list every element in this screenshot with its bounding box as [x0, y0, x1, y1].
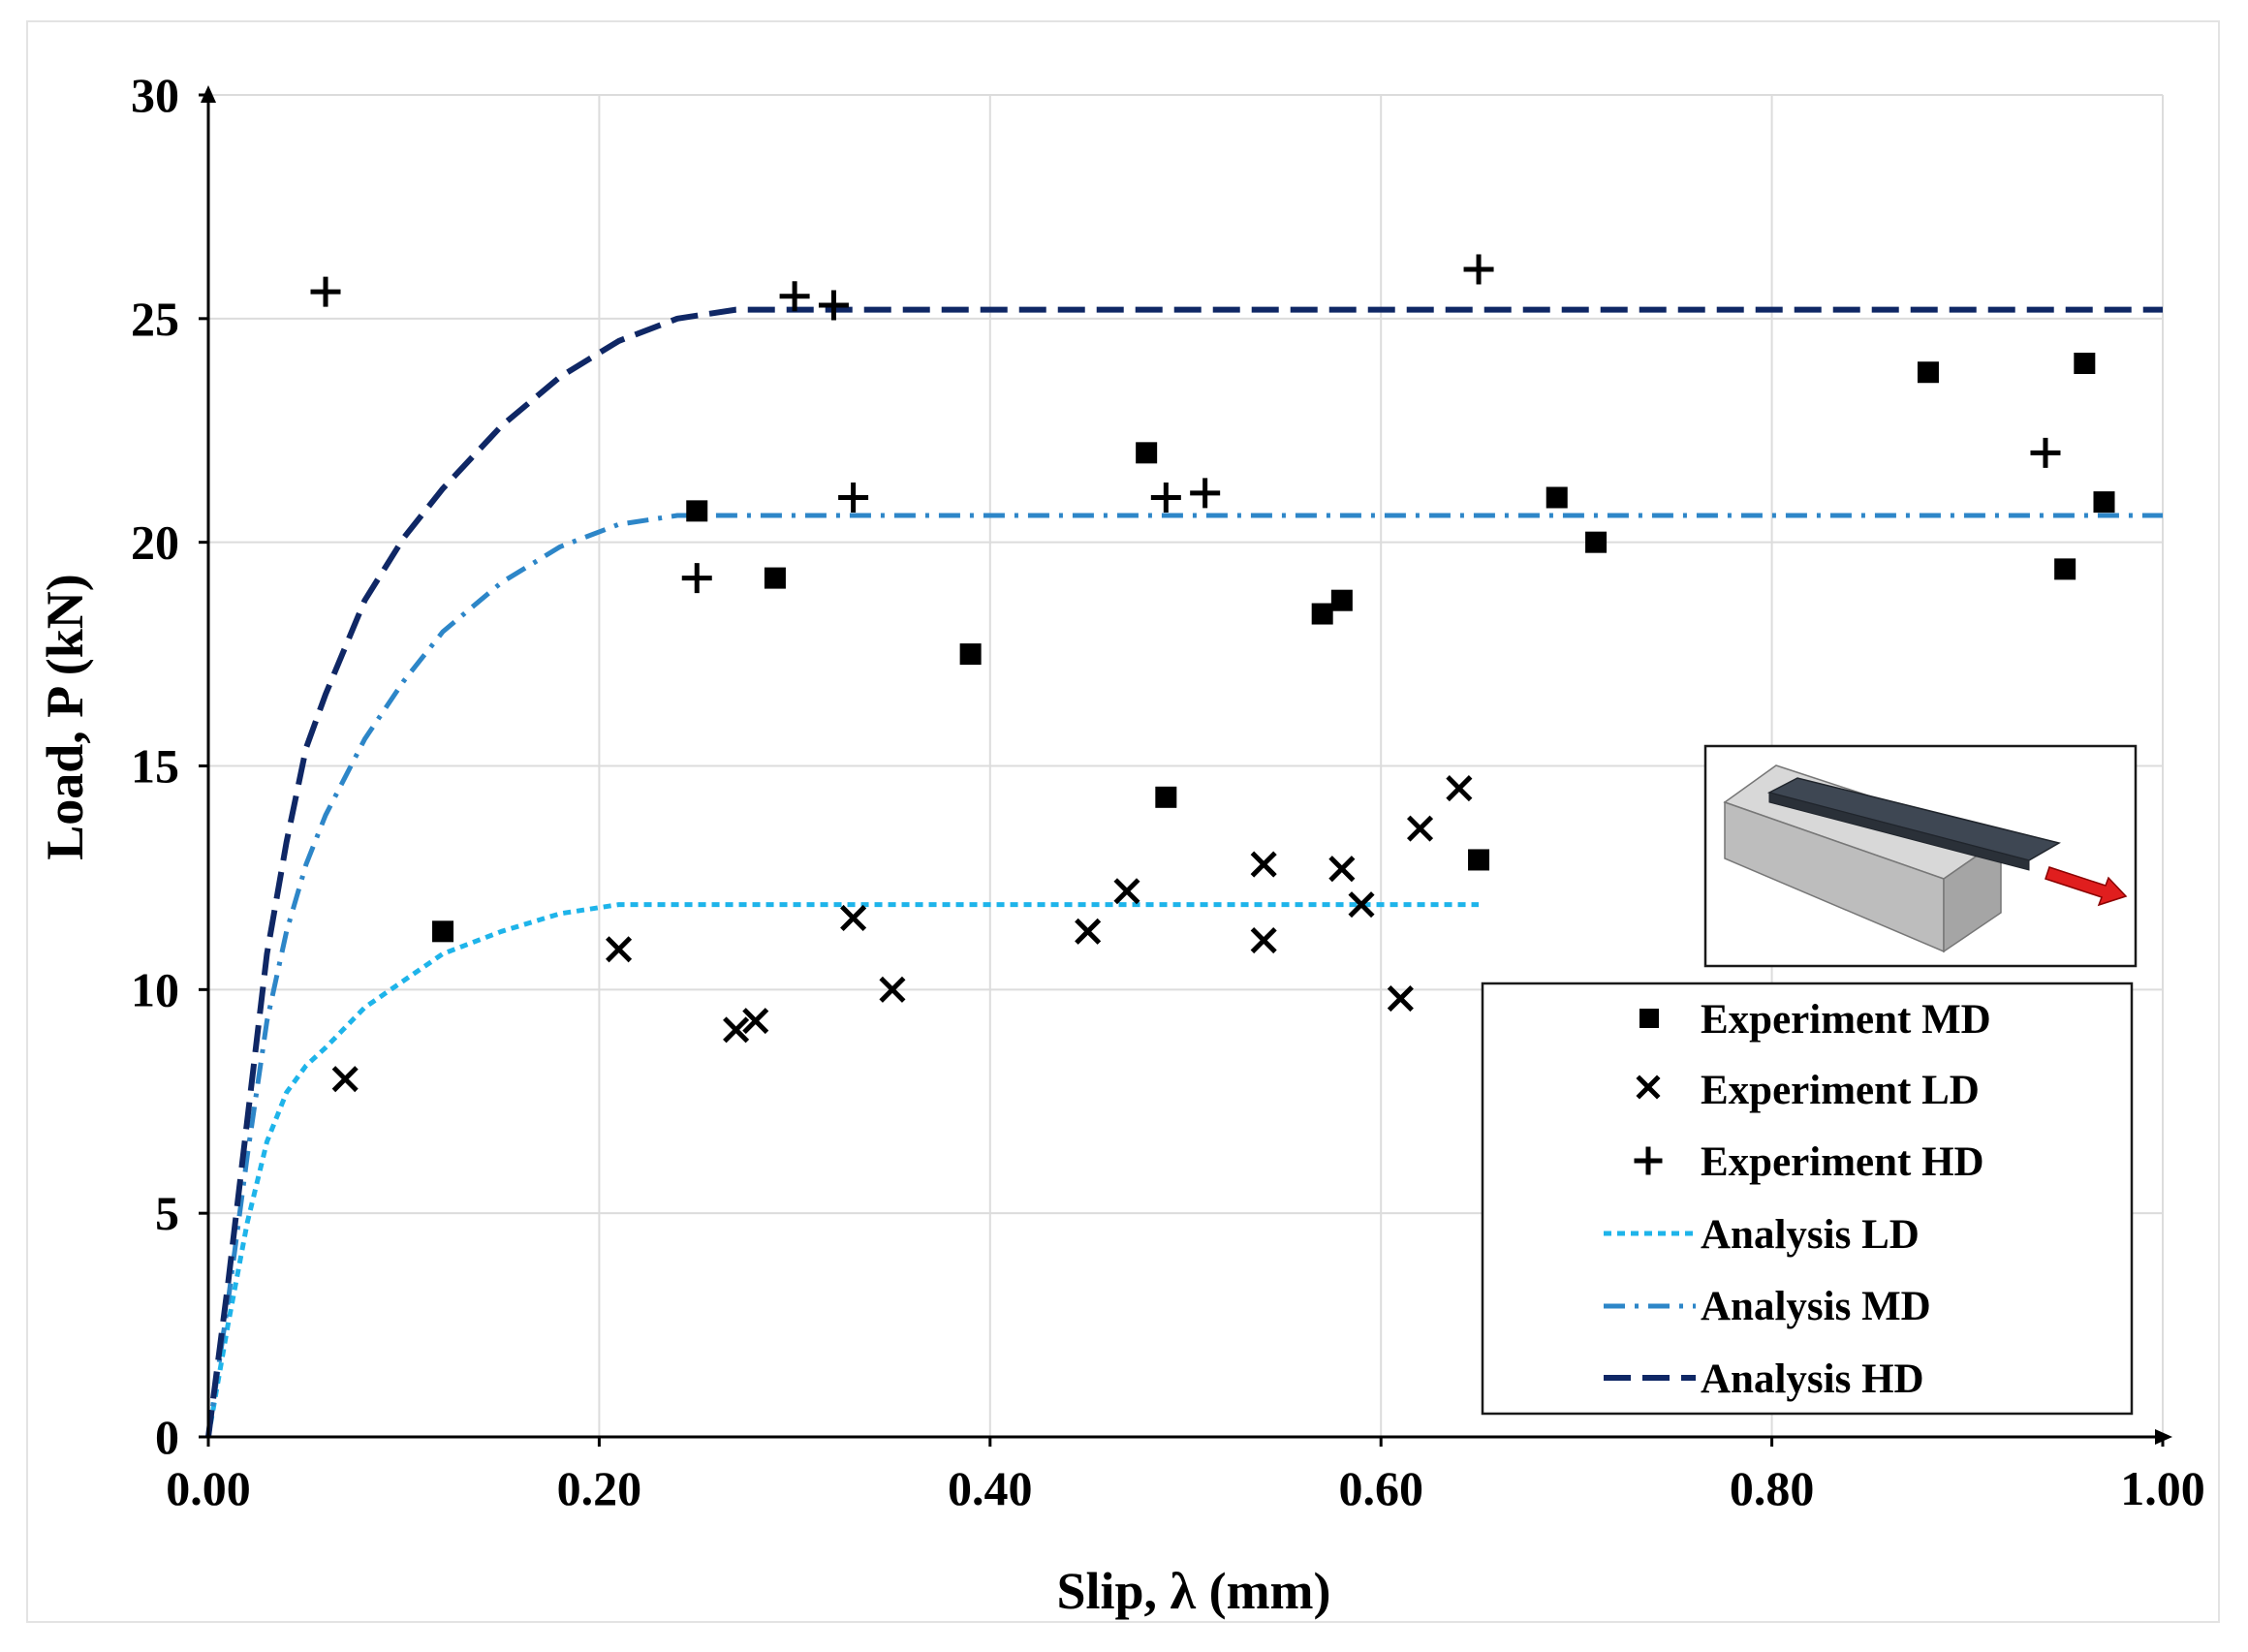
point-experiment-ld: [742, 1008, 769, 1035]
curve-analysis-ld: [205, 902, 1479, 1438]
y-tick-label: 20: [131, 515, 179, 570]
point-experiment-ld: [1407, 815, 1434, 842]
legend-frame: [1481, 982, 2134, 1416]
x-tick-label: 1.00: [2120, 1461, 2205, 1515]
series-layer: [205, 254, 2163, 1438]
point-experiment-ld: [723, 1016, 750, 1044]
x-tick-label: 0.60: [1338, 1461, 1423, 1515]
point-experiment-hd: [1463, 254, 1494, 285]
point-experiment-hd: [681, 563, 712, 594]
legend-label-analysis-md: Analysis MD: [1701, 1284, 1931, 1329]
curve-analysis-md: [205, 513, 2163, 1438]
legend-label-analysis-hd: Analysis HD: [1701, 1356, 1924, 1402]
point-experiment-md: [1330, 589, 1353, 611]
specimen-inset-illustration: [1703, 744, 2138, 968]
point-experiment-md: [764, 567, 786, 589]
legend-label-experiment-ld: Experiment LD: [1701, 1068, 1980, 1113]
point-experiment-ld: [1113, 878, 1140, 905]
curve-analysis-hd: [205, 306, 2163, 1438]
point-experiment-md: [432, 920, 454, 943]
point-experiment-ld: [331, 1066, 359, 1093]
point-experiment-ld: [606, 936, 633, 963]
point-experiment-md: [2074, 353, 2096, 374]
legend-label-analysis-ld: Analysis LD: [1701, 1212, 1920, 1258]
y-tick-label: 25: [131, 292, 179, 346]
y-tick-label: 5: [155, 1186, 179, 1240]
point-experiment-md: [1585, 531, 1608, 553]
point-experiment-md: [1546, 486, 1568, 509]
axes: 0.00 0.20 0.40 0.60 0.80 1.00 0 5 10 15 20 25 30: [131, 68, 2205, 1515]
load-arrow-icon: [2045, 866, 2128, 907]
y-axis-title: Load, P (kN): [36, 574, 94, 860]
legend-marker-x-icon: [1636, 1075, 1661, 1100]
point-experiment-md: [1917, 361, 1939, 384]
point-experiment-md: [1311, 603, 1333, 625]
point-experiment-hd: [1190, 478, 1221, 509]
point-experiment-ld: [1328, 856, 1356, 883]
point-experiment-md: [2054, 558, 2076, 580]
point-experiment-ld: [840, 904, 867, 932]
point-experiment-ld: [879, 976, 906, 1003]
x-tick-label: 0.80: [1730, 1461, 1815, 1515]
x-tick-label: 0.00: [166, 1461, 251, 1515]
point-experiment-ld: [1075, 918, 1102, 945]
legend-marker-plus-icon: [1634, 1146, 1663, 1175]
x-tick-label: 0.20: [557, 1461, 642, 1515]
point-experiment-ld: [1250, 851, 1277, 878]
point-experiment-hd: [310, 276, 341, 307]
point-experiment-hd: [818, 290, 849, 321]
point-experiment-md: [1468, 849, 1490, 871]
y-tick-label: 30: [131, 68, 179, 122]
point-experiment-hd: [838, 483, 869, 513]
point-experiment-hd: [1150, 483, 1181, 513]
point-experiment-md: [1155, 786, 1177, 808]
point-experiment-md: [1136, 442, 1158, 464]
x-axis-title: Slip, λ (mm): [1056, 1562, 1330, 1620]
point-experiment-hd: [2030, 437, 2061, 468]
point-experiment-md: [2093, 491, 2115, 514]
point-experiment-md: [686, 500, 708, 522]
legend: Experiment MD Experiment LD Experiment H…: [1481, 982, 2134, 1416]
legend-label-experiment-md: Experiment MD: [1701, 997, 1991, 1043]
y-tick-label: 10: [131, 962, 179, 1016]
x-tick-label: 0.40: [948, 1461, 1033, 1515]
point-experiment-hd: [779, 281, 810, 312]
y-tick-label: 0: [155, 1410, 179, 1464]
legend-label-experiment-hd: Experiment HD: [1701, 1139, 1984, 1185]
point-experiment-ld: [1348, 891, 1375, 919]
point-experiment-ld: [1446, 775, 1473, 802]
point-experiment-md: [959, 643, 982, 666]
legend-marker-square-icon: [1639, 1009, 1659, 1028]
point-experiment-ld: [1250, 927, 1277, 954]
y-tick-label: 15: [131, 739, 179, 794]
point-experiment-ld: [1387, 985, 1414, 1013]
plate-edge: [1768, 792, 2030, 871]
